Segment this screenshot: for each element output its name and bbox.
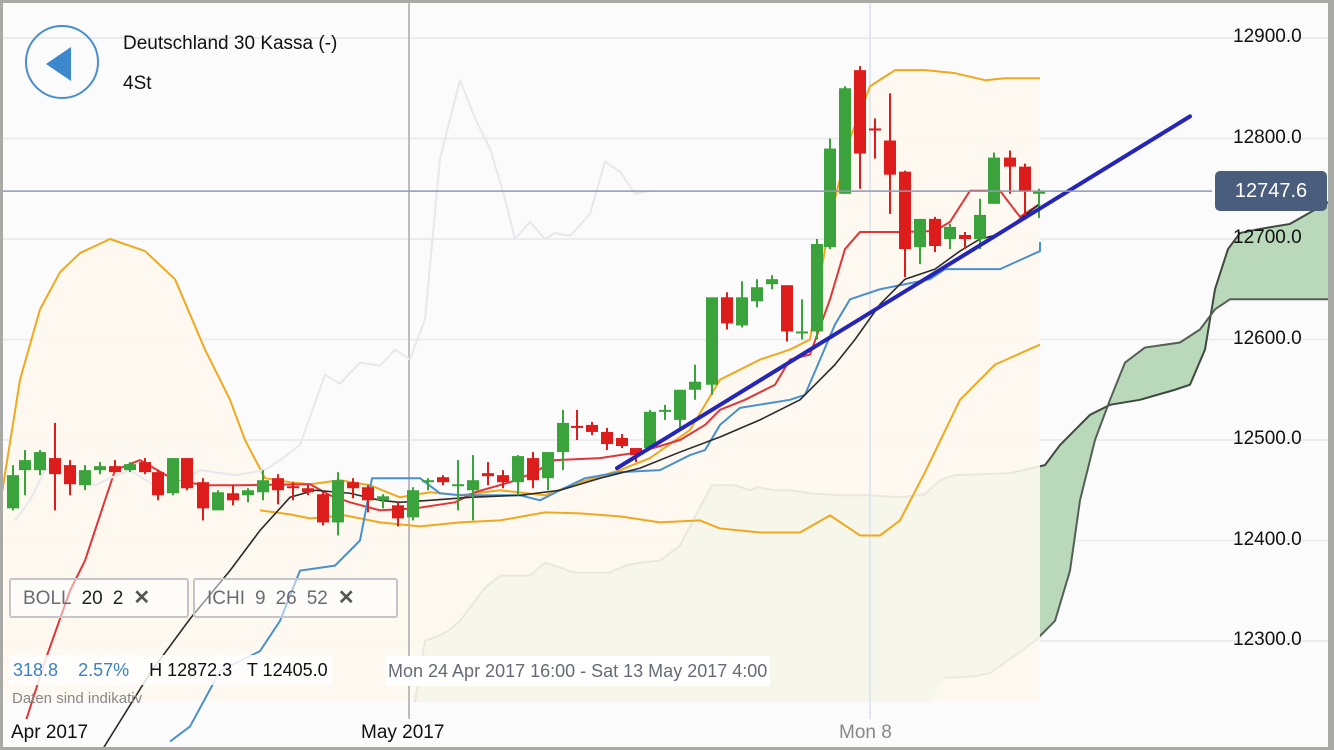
close-icon[interactable]: ✕: [133, 587, 151, 609]
indicator-param: 9: [255, 588, 266, 609]
indicator-param: 52: [306, 588, 328, 609]
indicator-param: 20: [81, 588, 103, 609]
change-value: 318.8: [13, 660, 59, 680]
stats-bar: 318.8 2.57% H 12872.3 T 12405.0: [9, 655, 332, 685]
indicator-chip-ichi[interactable]: ICHI 9 26 52 ✕: [193, 578, 398, 618]
trendline[interactable]: [615, 114, 1192, 471]
last-price-badge: 12747.6: [1215, 171, 1327, 211]
indicator-lines: [3, 69, 1041, 747]
indicator-param: 2: [112, 588, 124, 609]
y-axis-label: 12500.0: [1233, 428, 1302, 449]
y-axis-label: 12600.0: [1233, 327, 1302, 349]
back-button[interactable]: [25, 25, 99, 99]
instrument-title: Deutschland 30 Kassa (-): [123, 33, 338, 54]
indicator-chip-boll[interactable]: BOLL 20 2 ✕: [9, 578, 189, 618]
bollinger-fill: [3, 70, 1040, 702]
price-chart[interactable]: [3, 3, 1328, 747]
x-label-mon8: Mon 8: [839, 722, 892, 743]
indicator-param: 26: [275, 588, 297, 609]
x-label-apr: Apr 2017: [5, 719, 95, 747]
y-axis-label: 12300.0: [1233, 629, 1302, 650]
candlesticks: [7, 66, 1045, 536]
timeframe-label[interactable]: 4St: [123, 73, 152, 94]
vertical-grid: [408, 3, 871, 719]
high-value: H 12872.3: [149, 660, 233, 680]
close-icon[interactable]: ✕: [337, 587, 355, 609]
y-axis-label: 12900.0: [1233, 26, 1302, 47]
date-range: Mon 24 Apr 2017 16:00 - Sat 13 May 2017 …: [385, 656, 771, 686]
back-arrow-icon: [46, 47, 71, 81]
x-label-may: May 2017: [355, 719, 451, 747]
disclaimer: Daten sind indikativ: [12, 690, 143, 707]
chart-window: Deutschland 30 Kassa (-) 4St 12900.0 1280…: [3, 3, 1328, 747]
change-percent: 2.57%: [78, 660, 130, 680]
y-axis-label: 12700.0: [1233, 227, 1302, 248]
y-axis-label: 12800.0: [1233, 126, 1302, 148]
indicator-name: ICHI: [207, 588, 245, 609]
low-value: T 12405.0: [246, 660, 328, 680]
indicator-name: BOLL: [23, 588, 72, 609]
y-axis-label: 12400.0: [1233, 528, 1302, 550]
